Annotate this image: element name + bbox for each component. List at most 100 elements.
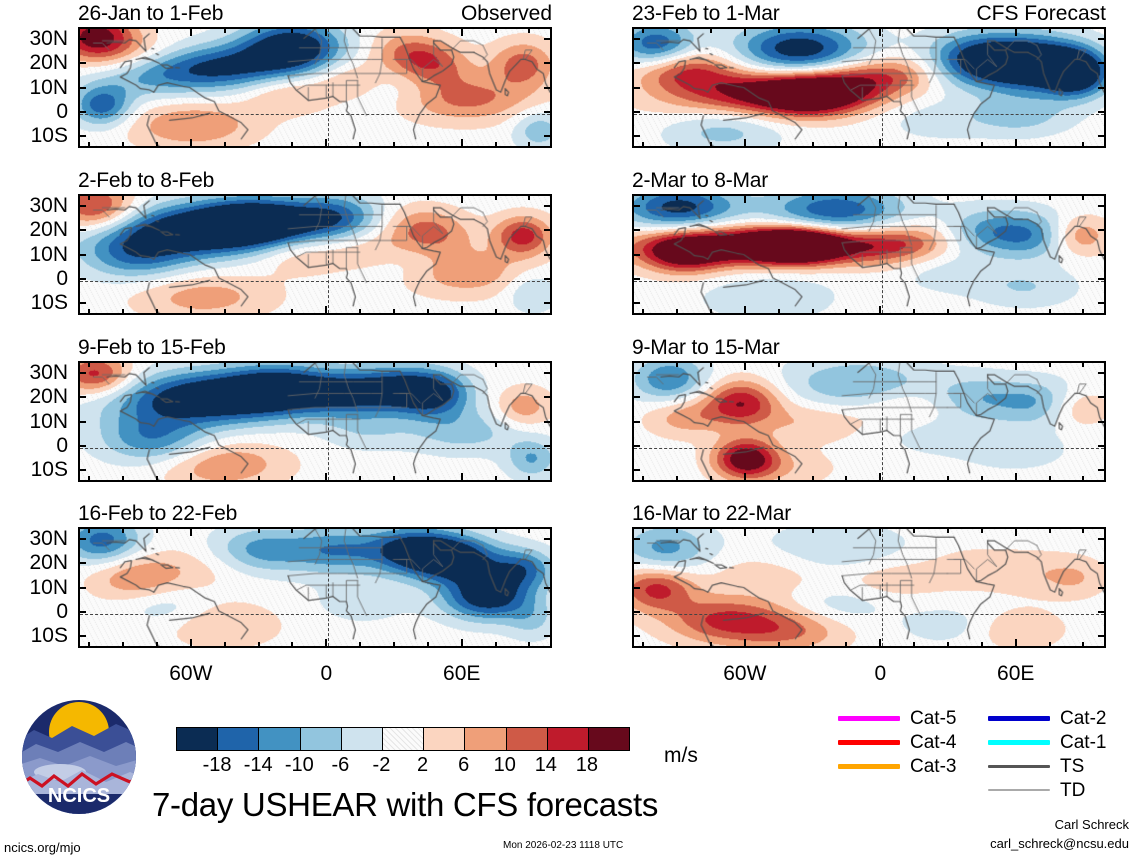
x-axis-label: 60W <box>169 662 213 685</box>
legend-line-swatch <box>988 739 1050 745</box>
y-tick <box>632 396 640 399</box>
x-tick-minor <box>676 527 679 533</box>
legend-label: Cat-4 <box>910 731 957 753</box>
x-tick-minor <box>393 476 395 482</box>
x-tick-minor <box>913 527 916 533</box>
x-tick-major <box>325 361 328 370</box>
colorbar-swatch <box>177 728 218 750</box>
y-tick <box>632 134 640 137</box>
x-tick-minor <box>359 194 362 200</box>
x-tick-minor <box>122 476 125 482</box>
x-tick-minor <box>359 361 362 367</box>
x-tick-minor <box>156 194 158 200</box>
colorbar-swatch <box>299 728 341 750</box>
x-tick-minor <box>1082 27 1085 33</box>
legend-line-swatch <box>838 739 900 745</box>
logo-text: NCICS <box>48 785 110 807</box>
x-tick-minor <box>88 642 91 648</box>
prime-meridian-line <box>882 529 884 646</box>
y-axis-label: 20N <box>29 385 68 409</box>
x-tick-minor <box>845 361 848 367</box>
y-tick <box>632 229 640 232</box>
y-tick <box>1098 420 1106 423</box>
x-tick-minor <box>676 27 679 33</box>
x-tick-minor <box>710 361 712 367</box>
plot-area <box>632 27 1106 148</box>
y-tick <box>1098 586 1106 589</box>
x-tick-minor <box>845 309 848 315</box>
x-tick-minor <box>122 309 125 315</box>
column-label: CFS Forecast <box>976 2 1106 25</box>
legend-column-left: Cat-5 Cat-4 Cat-3 <box>838 706 956 778</box>
x-tick-minor <box>494 142 497 148</box>
prime-meridian-line <box>882 196 884 313</box>
y-tick <box>632 420 640 423</box>
x-tick-major <box>743 473 746 482</box>
x-tick-minor <box>359 476 362 482</box>
y-tick <box>78 562 86 565</box>
author-email: carl_schreck@ncsu.edu <box>990 836 1129 851</box>
x-tick-minor <box>642 27 645 33</box>
x-tick-minor <box>811 142 814 148</box>
x-tick-major <box>460 473 463 482</box>
x-tick-minor <box>710 309 712 315</box>
y-axis-label: 20N <box>29 551 68 575</box>
x-tick-minor <box>811 27 814 33</box>
x-tick-minor <box>710 194 712 200</box>
colorbar-tick-label: -18 <box>202 754 232 776</box>
x-tick-minor <box>257 194 260 200</box>
y-tick <box>632 444 640 447</box>
plot-area <box>632 194 1106 315</box>
x-tick-minor <box>528 27 531 33</box>
x-tick-minor <box>642 361 645 367</box>
colorbar-swatch <box>464 728 506 750</box>
y-tick <box>1098 110 1106 113</box>
x-tick-minor <box>393 27 395 33</box>
y-axis-label: 0 <box>56 599 68 623</box>
x-tick-major <box>460 361 463 370</box>
x-tick-minor <box>980 309 983 315</box>
y-tick <box>544 301 552 304</box>
y-tick <box>1098 372 1106 375</box>
equator-line <box>80 113 550 115</box>
x-tick-minor <box>811 194 814 200</box>
y-tick <box>544 62 552 65</box>
x-tick-major <box>325 139 328 148</box>
x-tick-major <box>325 27 328 36</box>
x-tick-major <box>1014 473 1017 482</box>
x-tick-minor <box>845 142 848 148</box>
y-axis-label: 0 <box>56 433 68 457</box>
x-tick-minor <box>1048 142 1051 148</box>
x-tick-minor <box>528 361 531 367</box>
equator-line <box>80 613 550 615</box>
colorbar-swatch <box>587 728 630 750</box>
x-tick-minor <box>676 194 679 200</box>
y-tick <box>544 110 552 113</box>
colorbar-tick-label: -14 <box>243 754 273 776</box>
x-tick-minor <box>528 194 531 200</box>
legend-label: Cat-5 <box>910 707 957 729</box>
y-tick <box>632 634 640 637</box>
colorbar-tick-label: 6 <box>458 754 470 776</box>
panel-title: 23-Feb to 1-Mar <box>632 2 780 25</box>
x-tick-minor <box>223 476 226 482</box>
x-tick-minor <box>257 527 260 533</box>
x-tick-major <box>460 639 463 648</box>
y-tick <box>78 301 86 304</box>
y-tick <box>78 444 86 447</box>
x-tick-minor <box>676 142 679 148</box>
x-tick-minor <box>710 476 712 482</box>
y-tick <box>1098 444 1106 447</box>
x-tick-major <box>743 639 746 648</box>
y-tick <box>544 277 552 280</box>
x-tick-major <box>879 27 882 36</box>
x-tick-minor <box>359 642 362 648</box>
x-tick-minor <box>393 527 395 533</box>
x-tick-major <box>325 639 328 648</box>
x-tick-minor <box>359 27 362 33</box>
legend-line-swatch <box>988 764 1050 768</box>
y-axis-label: 0 <box>56 99 68 123</box>
x-tick-minor <box>1048 476 1051 482</box>
x-tick-minor <box>947 309 949 315</box>
timestamp: Mon 2026-02-23 1118 UTC <box>503 840 624 851</box>
